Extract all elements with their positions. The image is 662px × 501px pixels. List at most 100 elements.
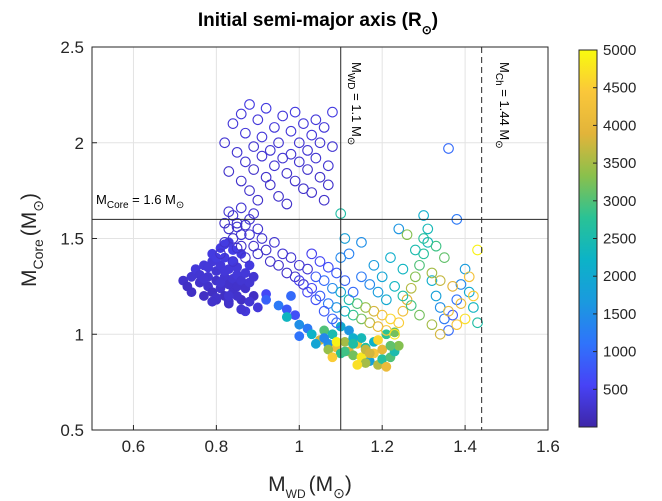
open-point: [289, 175, 301, 187]
open-point: [426, 275, 438, 286]
ch-label-unit-sub: ⊙: [493, 140, 504, 148]
open-point: [269, 160, 280, 172]
filled-point: [199, 273, 209, 284]
open-point: [231, 146, 243, 158]
open-point: [310, 152, 322, 164]
filled-point: [290, 310, 301, 320]
open-point: [289, 106, 301, 118]
wd-label-rest: = 1.1 M: [349, 90, 364, 137]
x-label-unit-sub: ⊙: [333, 485, 345, 501]
open-point: [422, 223, 434, 235]
colorbar-tick-label: 3500: [603, 155, 636, 172]
core-label-unit-sub: ⊙: [176, 200, 184, 211]
open-point: [426, 267, 438, 279]
open-point: [310, 114, 322, 126]
open-point: [240, 156, 251, 168]
open-point: [231, 217, 243, 229]
filled-point: [203, 262, 213, 273]
open-point: [327, 313, 338, 325]
colorbar-tick-label: 2000: [603, 268, 636, 285]
x-label-unit: (M: [309, 473, 334, 496]
open-point: [260, 102, 272, 114]
core-label-rest: = 1.6 M: [129, 192, 176, 207]
colorbar-tick-label: 4500: [603, 80, 636, 97]
open-point: [231, 221, 243, 233]
colorbar-tick-label: 1000: [603, 344, 636, 361]
wd-label-unit-sub: ⊙: [345, 137, 356, 145]
open-point: [356, 236, 367, 248]
open-point: [260, 244, 272, 256]
open-point: [219, 137, 231, 149]
open-point: [240, 252, 251, 263]
filled-point: [360, 358, 371, 368]
open-point: [447, 309, 459, 321]
open-point: [327, 106, 338, 118]
x-tick-label: 1.2: [370, 437, 394, 456]
filled-point: [381, 329, 392, 340]
open-point: [256, 150, 268, 162]
open-point: [327, 141, 338, 152]
open-point: [414, 309, 425, 321]
colorbar-tick-label: 500: [603, 381, 628, 398]
open-point: [397, 305, 409, 317]
filled-point: [223, 291, 234, 301]
filled-point: [232, 291, 242, 301]
filled-point: [186, 287, 197, 298]
open-point: [314, 290, 326, 302]
filled-point: [215, 277, 226, 288]
x-tick-label: 0.6: [122, 437, 146, 456]
open-point: [219, 217, 231, 229]
open-point: [227, 256, 239, 267]
filled-point: [373, 335, 383, 345]
filled-point: [248, 271, 259, 282]
filled-point: [377, 344, 388, 355]
open-point: [393, 223, 405, 235]
open-point: [447, 281, 459, 292]
colorbar-tick-label: 1500: [603, 306, 636, 323]
ticks: 0.6 0.8 1 1.2 1.4 1.6 0.5 1 1.5 2 2.5: [60, 38, 559, 456]
open-point: [244, 185, 255, 196]
open-point: [293, 275, 305, 286]
filled-point: [327, 352, 338, 363]
open-point: [248, 208, 260, 219]
x-tick-label: 1: [295, 437, 304, 456]
open-point: [401, 229, 413, 241]
open-point: [331, 317, 342, 329]
wd-line-label: MWD = 1.1 M⊙: [345, 62, 364, 145]
colorbar-tick-label: 4000: [603, 117, 636, 134]
filled-point: [281, 312, 292, 322]
open-point: [248, 141, 260, 152]
open-point: [393, 317, 405, 329]
x-label-main: M: [268, 473, 286, 496]
open-point: [339, 233, 351, 244]
core-label-sub: Core: [107, 200, 129, 211]
filled-point: [352, 359, 363, 370]
open-point: [463, 271, 475, 283]
open-point: [409, 244, 421, 256]
open-point: [273, 191, 284, 202]
open-point: [443, 305, 454, 317]
open-point: [397, 290, 409, 302]
wd-label-main: M: [349, 62, 364, 73]
open-point: [310, 294, 322, 306]
colorbar-tick-label: 3000: [603, 193, 636, 210]
open-point: [364, 279, 376, 290]
open-point: [215, 248, 226, 260]
open-point: [405, 300, 417, 311]
filled-point: [211, 252, 222, 263]
filled-point: [393, 340, 404, 351]
open-point: [376, 271, 388, 283]
open-point: [318, 122, 330, 133]
filled-point: [356, 333, 367, 343]
open-point: [451, 319, 463, 331]
y-label-close: ): [18, 193, 41, 200]
filled-point: [240, 268, 251, 278]
filled-point: [294, 319, 305, 330]
wd-label-sub: WD: [345, 73, 356, 90]
y-tick-label: 1.5: [60, 230, 84, 249]
chart-title-main: Initial semi-major axis (R: [198, 10, 422, 31]
open-point: [318, 275, 330, 286]
open-point: [463, 286, 475, 298]
filled-point: [199, 291, 209, 301]
